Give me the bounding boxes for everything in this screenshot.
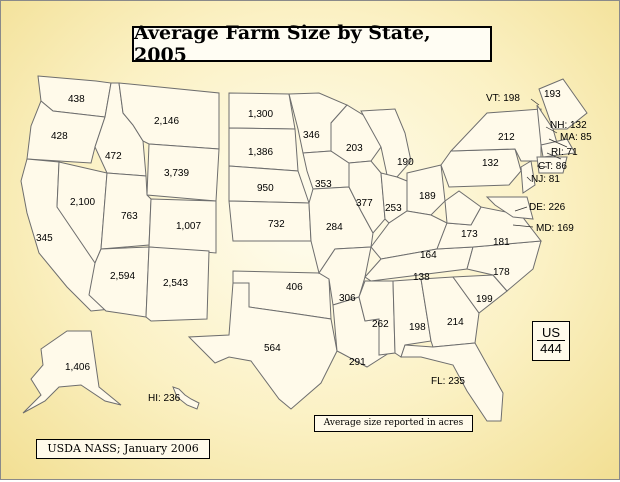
value-ca: 345 xyxy=(36,233,53,244)
state-de-md xyxy=(485,196,534,220)
state-tx xyxy=(187,282,338,410)
state-me xyxy=(538,78,588,130)
value-nd: 1,300 xyxy=(248,109,274,120)
units-legend: Average size reported in acres xyxy=(314,415,473,432)
value-ct: CT: 86 xyxy=(538,161,567,172)
state-pa xyxy=(440,148,522,188)
state-or xyxy=(26,100,106,164)
value-pa: 132 xyxy=(482,158,499,169)
value-ak: 1,406 xyxy=(65,362,91,373)
value-mn: 346 xyxy=(303,130,320,141)
value-nc: 178 xyxy=(493,267,510,278)
state-ak xyxy=(22,330,122,414)
value-la: 291 xyxy=(349,357,366,368)
value-ms: 262 xyxy=(372,319,389,330)
state-wv xyxy=(444,190,482,226)
value-ga: 214 xyxy=(447,317,464,328)
value-wi: 203 xyxy=(346,143,363,154)
us-average-box: US 444 xyxy=(532,321,570,361)
value-il: 377 xyxy=(356,198,373,209)
state-oh xyxy=(406,164,446,216)
state-ma xyxy=(540,138,576,158)
value-mt: 2,146 xyxy=(154,116,180,127)
value-ar: 306 xyxy=(339,293,356,304)
value-wy: 3,739 xyxy=(164,168,190,179)
value-nj: NJ: 81 xyxy=(531,174,560,185)
value-ma: MA: 85 xyxy=(560,132,592,143)
value-ks: 732 xyxy=(268,219,285,230)
state-ar xyxy=(318,246,372,306)
state-co xyxy=(148,198,217,254)
value-sc: 199 xyxy=(476,294,493,305)
value-al: 198 xyxy=(409,322,426,333)
state-hi xyxy=(172,386,200,410)
value-ia: 353 xyxy=(315,179,332,190)
us-value: 444 xyxy=(537,340,565,356)
value-wv: 173 xyxy=(461,229,478,240)
value-mi: 190 xyxy=(397,157,414,168)
chart-title: Average Farm Size by State, 2005 xyxy=(132,22,492,66)
value-me: 193 xyxy=(544,89,561,100)
state-mt xyxy=(118,82,220,150)
state-nj xyxy=(520,160,536,194)
value-nm: 2,543 xyxy=(163,278,189,289)
value-va: 181 xyxy=(493,237,510,248)
state-mi xyxy=(360,108,412,178)
value-ky: 164 xyxy=(420,250,437,261)
state-mo xyxy=(308,186,374,275)
value-id: 472 xyxy=(105,151,122,162)
value-in: 253 xyxy=(385,203,402,214)
value-ri: RI: 71 xyxy=(551,147,578,158)
us-label: US xyxy=(541,325,561,340)
value-az: 2,594 xyxy=(110,271,136,282)
value-nv: 2,100 xyxy=(70,197,96,208)
value-or: 428 xyxy=(51,131,68,142)
value-ok: 406 xyxy=(286,282,303,293)
value-ne: 950 xyxy=(257,183,274,194)
value-md: MD: 169 xyxy=(536,223,574,234)
value-ut: 763 xyxy=(121,211,138,222)
value-nh: NH: 132 xyxy=(550,120,587,131)
value-hi: HI: 236 xyxy=(148,393,181,404)
value-de: DE: 226 xyxy=(529,202,566,213)
value-tx: 564 xyxy=(264,343,281,354)
source-note: USDA NASS; January 2006 xyxy=(36,439,210,459)
value-wa: 438 xyxy=(68,94,85,105)
state-il xyxy=(348,160,386,234)
state-nm xyxy=(145,246,210,322)
value-sd: 1,386 xyxy=(248,147,274,158)
value-co: 1,007 xyxy=(176,221,202,232)
value-oh: 189 xyxy=(419,191,436,202)
state-fl xyxy=(400,342,504,422)
value-mo: 284 xyxy=(326,222,343,233)
value-vt: VT: 198 xyxy=(486,93,520,104)
value-tn: 138 xyxy=(413,272,430,283)
value-fl: FL: 235 xyxy=(431,376,465,387)
value-ny: 212 xyxy=(498,132,515,143)
